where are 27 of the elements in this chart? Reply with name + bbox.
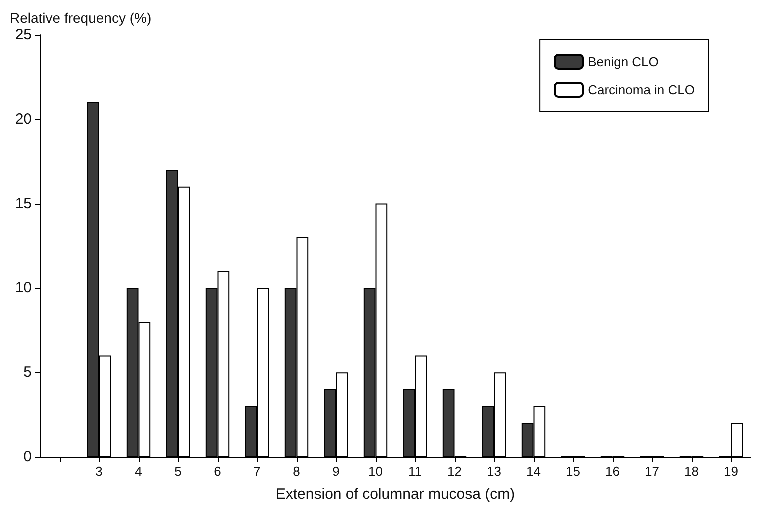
x-tick-label: 9 (332, 464, 340, 479)
y-tick-label: 25 (15, 26, 32, 44)
x-tick-label: 8 (293, 464, 300, 479)
x-tick-label: 13 (487, 464, 502, 479)
legend-label: Carcinoma in CLO (588, 82, 696, 98)
x-tick-label: 6 (214, 464, 222, 479)
legend-label: Benign CLO (588, 54, 659, 70)
x-tick-label: 3 (96, 464, 103, 479)
x-tick-label: 15 (566, 464, 580, 479)
x-tick-label: 12 (448, 464, 462, 479)
y-tick-label: 20 (15, 110, 32, 128)
y-axis-title: Relative frequency (%) (10, 10, 152, 26)
x-tick-label: 10 (368, 464, 383, 479)
x-tick-label: 16 (606, 464, 620, 479)
x-tick-label: 7 (254, 464, 261, 479)
x-tick-label: 5 (174, 464, 182, 479)
y-tick-label: 15 (15, 195, 32, 212)
x-tick-label: 4 (135, 464, 142, 479)
x-tick-label: 17 (645, 464, 660, 479)
y-tick-label: 10 (15, 280, 32, 297)
x-tick-label: 11 (408, 464, 422, 479)
y-tick-label: 5 (24, 364, 32, 382)
x-tick-label: 19 (724, 464, 738, 479)
x-tick-label: 18 (684, 464, 699, 479)
y-tick-label: 0 (24, 448, 32, 466)
x-axis-title: Extension of columnar mucosa (cm) (276, 486, 516, 503)
x-tick-label: 14 (526, 464, 541, 479)
